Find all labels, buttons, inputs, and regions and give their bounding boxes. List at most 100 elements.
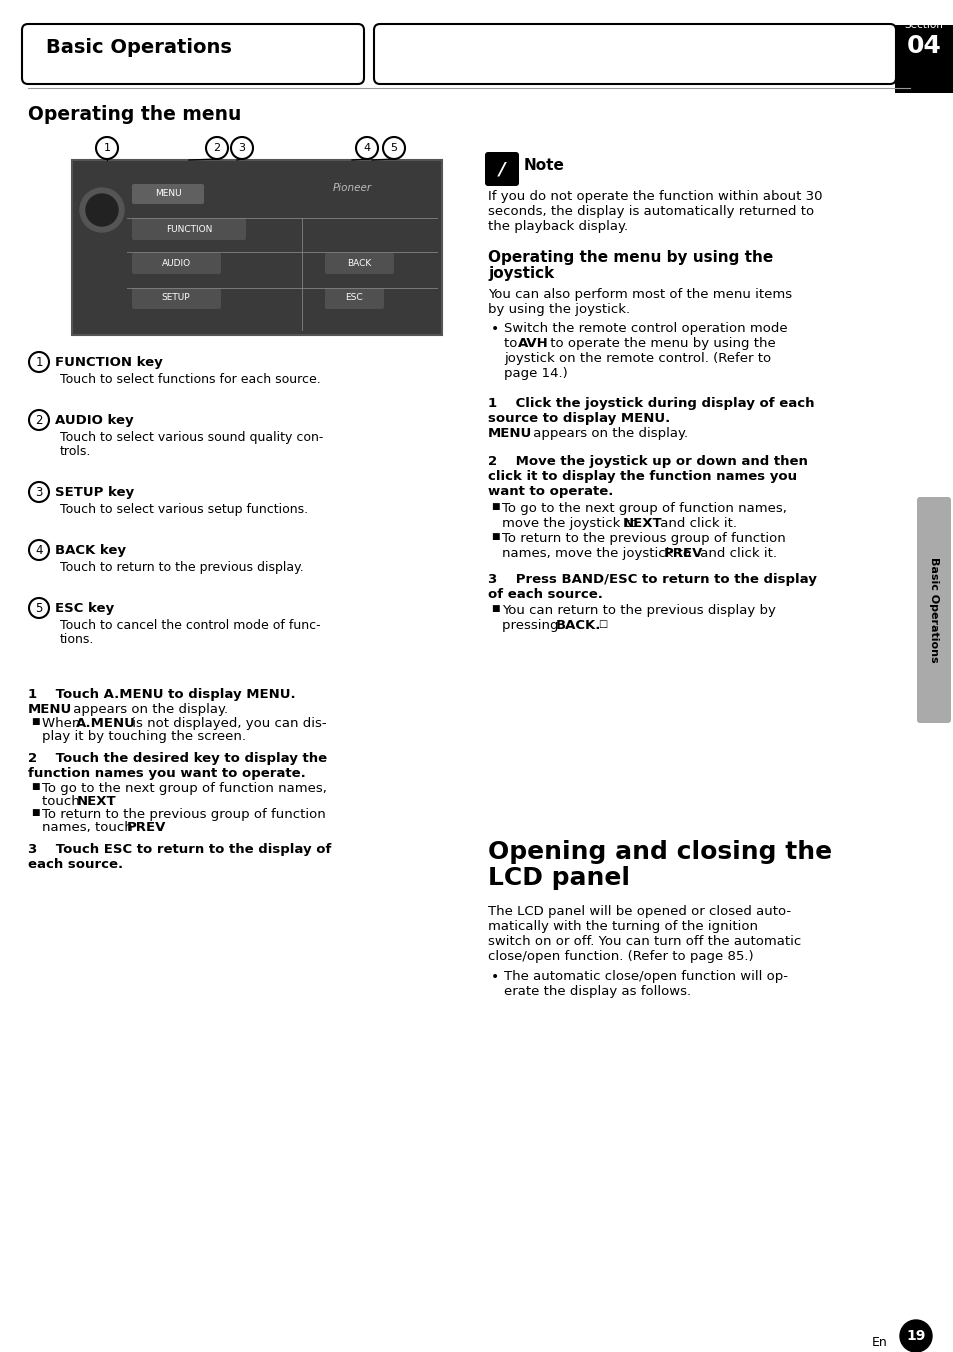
Text: ■: ■ [30, 808, 39, 817]
Text: 5: 5 [390, 143, 397, 153]
Text: and click it.: and click it. [656, 516, 737, 530]
Text: appears on the display.: appears on the display. [69, 703, 228, 717]
Text: 5: 5 [35, 602, 43, 615]
Text: ESC key: ESC key [55, 602, 114, 615]
Text: joystick on the remote control. (Refer to: joystick on the remote control. (Refer t… [503, 352, 770, 365]
FancyBboxPatch shape [916, 498, 950, 723]
Text: is not displayed, you can dis-: is not displayed, you can dis- [128, 717, 326, 730]
Text: Operating the menu by using the: Operating the menu by using the [488, 250, 773, 265]
Text: BACK.: BACK. [556, 619, 600, 631]
Text: You can return to the previous display by: You can return to the previous display b… [501, 604, 775, 617]
Text: joystick: joystick [488, 266, 554, 281]
Text: erate the display as follows.: erate the display as follows. [503, 986, 690, 998]
Text: •: • [491, 322, 498, 337]
Text: switch on or off. You can turn off the automatic: switch on or off. You can turn off the a… [488, 936, 801, 948]
Bar [71, 160, 441, 335]
Text: to operate the menu by using the: to operate the menu by using the [545, 337, 775, 350]
Text: 1: 1 [103, 143, 111, 153]
Text: NEXT: NEXT [77, 795, 116, 808]
Text: matically with the turning of the ignition: matically with the turning of the igniti… [488, 919, 758, 933]
Text: SETUP key: SETUP key [55, 485, 134, 499]
Text: each source.: each source. [28, 859, 123, 871]
Text: /: / [498, 160, 505, 178]
Text: To go to the next group of function names,: To go to the next group of function name… [42, 781, 327, 795]
Text: of each source.: of each source. [488, 588, 602, 602]
Text: NEXT: NEXT [622, 516, 662, 530]
Text: Touch to return to the previous display.: Touch to return to the previous display. [60, 561, 303, 575]
Text: Opening and closing the: Opening and closing the [488, 840, 831, 864]
Text: seconds, the display is automatically returned to: seconds, the display is automatically re… [488, 206, 813, 218]
Text: ■: ■ [491, 604, 499, 612]
Text: 19: 19 [905, 1329, 924, 1343]
Text: source to display MENU.: source to display MENU. [488, 412, 670, 425]
FancyBboxPatch shape [484, 151, 518, 187]
Text: 3: 3 [35, 485, 43, 499]
Text: touch: touch [42, 795, 84, 808]
Text: Touch to cancel the control mode of func-: Touch to cancel the control mode of func… [60, 619, 320, 631]
Text: You can also perform most of the menu items: You can also perform most of the menu it… [488, 288, 791, 301]
Text: names, move the joystick to: names, move the joystick to [501, 548, 695, 560]
Text: LCD panel: LCD panel [488, 867, 629, 890]
Text: BACK key: BACK key [55, 544, 126, 557]
Text: ■: ■ [30, 781, 39, 791]
Text: 2: 2 [35, 414, 43, 426]
Text: MENU: MENU [488, 427, 532, 439]
Text: Pioneer: Pioneer [332, 183, 371, 193]
Text: To return to the previous group of function: To return to the previous group of funct… [501, 531, 785, 545]
Text: The automatic close/open function will op-: The automatic close/open function will o… [503, 969, 787, 983]
Text: ■: ■ [491, 502, 499, 511]
Text: AVH: AVH [517, 337, 548, 350]
Text: trols.: trols. [60, 445, 91, 458]
Text: To go to the next group of function names,: To go to the next group of function name… [501, 502, 786, 515]
FancyBboxPatch shape [22, 24, 364, 84]
Text: □: □ [598, 619, 607, 629]
Text: the playback display.: the playback display. [488, 220, 627, 233]
Text: Touch to select various setup functions.: Touch to select various setup functions. [60, 503, 308, 516]
Text: .: . [159, 821, 163, 834]
Text: 4: 4 [363, 143, 370, 153]
Text: .: . [110, 795, 114, 808]
Text: ESC: ESC [345, 293, 362, 303]
Text: SETUP: SETUP [161, 293, 190, 303]
FancyBboxPatch shape [132, 184, 204, 204]
Text: pressing: pressing [501, 619, 562, 631]
FancyBboxPatch shape [325, 253, 394, 274]
Text: Basic Operations: Basic Operations [46, 38, 232, 57]
Text: 2: 2 [213, 143, 220, 153]
Text: Switch the remote control operation mode: Switch the remote control operation mode [503, 322, 787, 335]
Text: En: En [871, 1336, 887, 1349]
FancyBboxPatch shape [374, 24, 895, 84]
Bar [894, 24, 953, 93]
Text: 3    Press BAND/ESC to return to the display: 3 Press BAND/ESC to return to the displa… [488, 573, 816, 585]
Text: Touch to select functions for each source.: Touch to select functions for each sourc… [60, 373, 320, 387]
FancyBboxPatch shape [132, 253, 221, 274]
Text: PREV: PREV [127, 821, 166, 834]
Text: Touch to select various sound quality con-: Touch to select various sound quality co… [60, 431, 323, 443]
Text: by using the joystick.: by using the joystick. [488, 303, 630, 316]
FancyBboxPatch shape [132, 288, 221, 310]
Text: A.MENU: A.MENU [76, 717, 135, 730]
Text: page 14.): page 14.) [503, 366, 567, 380]
Text: 3    Touch ESC to return to the display of: 3 Touch ESC to return to the display of [28, 844, 331, 856]
Text: FUNCTION key: FUNCTION key [55, 356, 163, 369]
Circle shape [899, 1320, 931, 1352]
Text: and click it.: and click it. [696, 548, 776, 560]
Text: 1    Click the joystick during display of each: 1 Click the joystick during display of e… [488, 397, 814, 410]
Text: 1    Touch A.MENU to display MENU.: 1 Touch A.MENU to display MENU. [28, 688, 295, 700]
Text: tions.: tions. [60, 633, 94, 646]
Text: AUDIO key: AUDIO key [55, 414, 133, 427]
Text: 4: 4 [35, 544, 43, 557]
Text: 2    Touch the desired key to display the: 2 Touch the desired key to display the [28, 752, 327, 765]
FancyBboxPatch shape [325, 288, 384, 310]
Text: Section: Section [903, 20, 943, 30]
Circle shape [80, 188, 124, 233]
Text: If you do not operate the function within about 30: If you do not operate the function withi… [488, 191, 821, 203]
Text: click it to display the function names you: click it to display the function names y… [488, 470, 797, 483]
Text: 04: 04 [905, 34, 941, 58]
FancyBboxPatch shape [132, 218, 246, 241]
Text: •: • [491, 969, 498, 984]
Text: appears on the display.: appears on the display. [529, 427, 687, 439]
Text: 3: 3 [238, 143, 245, 153]
Text: 2    Move the joystick up or down and then: 2 Move the joystick up or down and then [488, 456, 807, 468]
Text: BACK: BACK [347, 258, 371, 268]
